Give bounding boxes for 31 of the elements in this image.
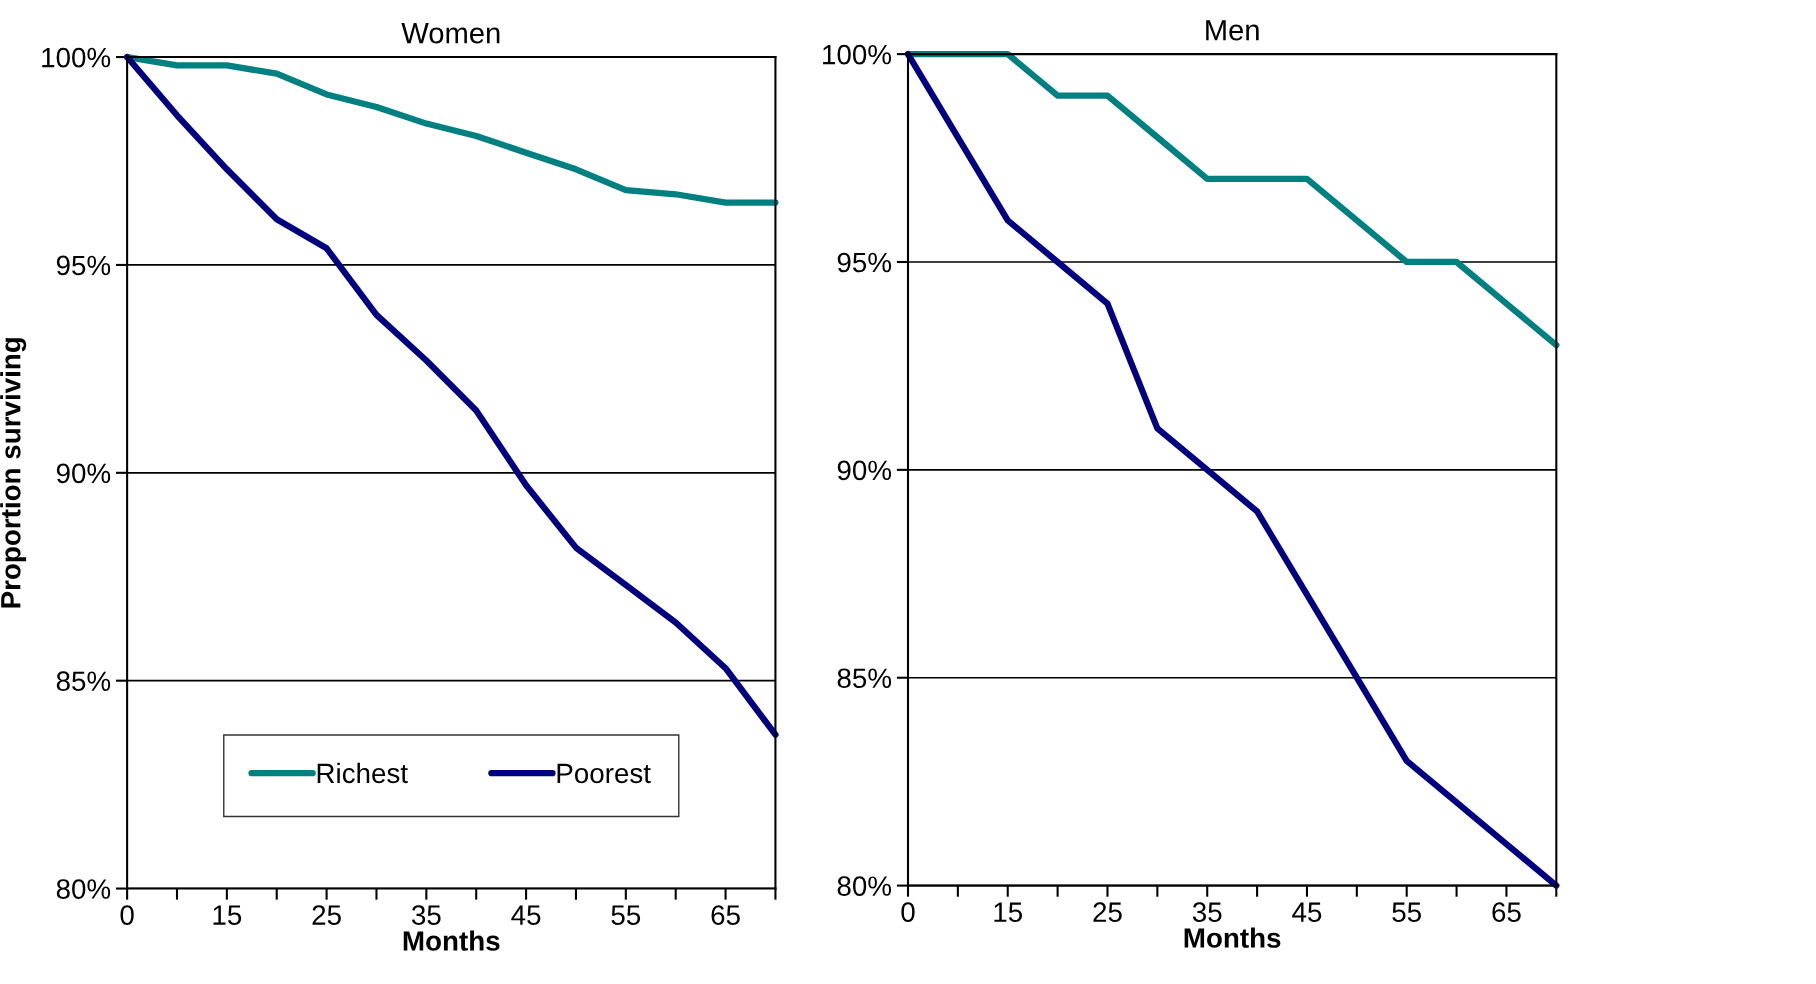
x-tick-label: 55 xyxy=(1392,902,1421,922)
chart-title: Men xyxy=(1206,20,1259,41)
y-tick-label: 80% xyxy=(837,876,892,896)
y-tick-label: 80% xyxy=(56,879,111,899)
y-tick-label: 100% xyxy=(823,44,892,65)
x-tick-label: 65 xyxy=(711,905,740,925)
legend-label: Poorest xyxy=(557,763,651,784)
y-tick-label: 90% xyxy=(56,463,111,484)
x-tick-label: 55 xyxy=(611,905,641,925)
x-tick-label: 35 xyxy=(411,905,441,925)
x-tick-label: 25 xyxy=(1093,902,1122,922)
x-tick-label: 15 xyxy=(213,905,242,925)
y-tick-label: 85% xyxy=(56,671,111,692)
x-tick-label: 35 xyxy=(1192,902,1222,922)
x-tick-label: 45 xyxy=(1292,902,1322,922)
x-axis-title: Months xyxy=(403,930,500,951)
x-tick-label: 25 xyxy=(312,905,341,925)
chart-title: Women xyxy=(401,23,500,44)
y-tick-label: 90% xyxy=(837,460,892,481)
y-tick-label: 100% xyxy=(42,47,111,68)
x-tick-label: 0 xyxy=(901,902,915,922)
y-axis-title: Proportion surviving xyxy=(0,338,27,608)
x-tick-label: 45 xyxy=(511,905,541,925)
x-tick-label: 0 xyxy=(120,905,134,925)
legend-label: Richest xyxy=(317,762,408,784)
x-axis-title: Months xyxy=(1184,927,1281,948)
y-tick-label: 95% xyxy=(56,255,111,276)
x-tick-label: 65 xyxy=(1492,902,1521,922)
y-tick-label: 85% xyxy=(837,668,892,689)
x-tick-label: 15 xyxy=(994,902,1023,922)
y-tick-label: 95% xyxy=(837,252,892,273)
